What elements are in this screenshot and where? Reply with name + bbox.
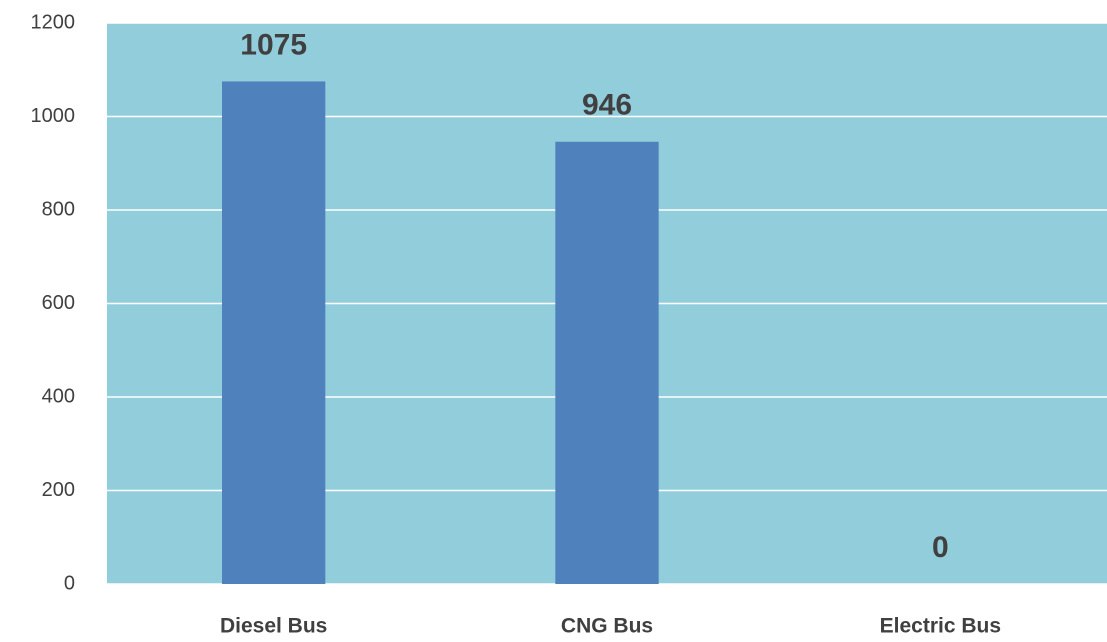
data-label: 1075 [240,28,307,61]
x-tick-label: CNG Bus [561,615,653,638]
x-tick-label: Diesel Bus [220,615,327,638]
bar [555,141,659,584]
bar [222,81,326,584]
data-label: 946 [582,89,632,122]
data-label: 0 [932,531,949,564]
y-tick-label: 0 [64,572,75,594]
x-tick-label: Electric Bus [880,615,1001,638]
y-tick-label: 1000 [31,105,76,127]
y-tick-label: 800 [42,198,75,220]
y-tick-label: 400 [42,385,75,407]
y-tick-label: 600 [42,292,75,314]
y-tick-label: 200 [42,479,75,501]
y-tick-label: 1200 [31,11,76,33]
